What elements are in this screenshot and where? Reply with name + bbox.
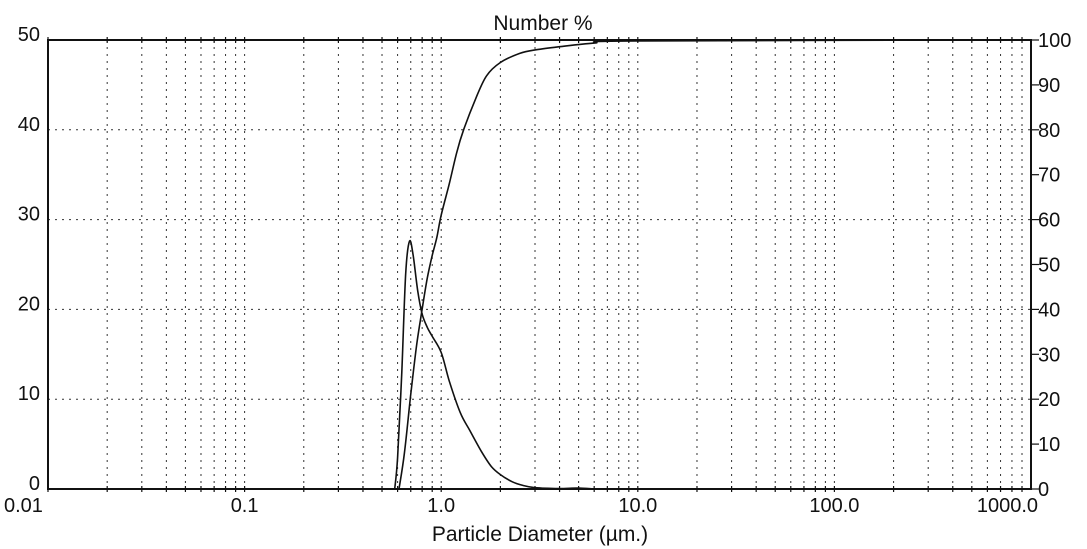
cumulative-curve	[398, 39, 1032, 490]
tick-marks	[47, 37, 1039, 492]
y-left-tick-label: 40	[18, 114, 40, 136]
grid	[48, 40, 1031, 489]
y-left-tick-label: 30	[18, 204, 40, 226]
y-left-tick-label: 10	[18, 383, 40, 405]
x-tick-label: 10.0	[618, 495, 657, 517]
y-right-tick-label: 30	[1038, 344, 1060, 366]
y-right-tick-label: 70	[1038, 165, 1060, 187]
tick-labels: 0.01 0.1 1.0 10.0 100.0 1000.0010203040500102…	[4, 24, 1071, 517]
y-right-tick-label: 80	[1038, 120, 1060, 142]
x-tick-label: 1.0	[427, 495, 455, 517]
y-right-tick-label: 10	[1038, 434, 1060, 456]
y-right-tick-label: 20	[1038, 389, 1060, 411]
x-axis-title: Particle Diameter (µm.)	[432, 523, 648, 546]
y-right-tick-label: 40	[1038, 299, 1060, 321]
y-left-tick-label: 50	[18, 24, 40, 46]
x-tick-label: 100.0	[809, 495, 859, 517]
y-right-tick-label: 50	[1038, 255, 1060, 277]
x-tick-label: 0.1	[231, 495, 259, 517]
y-left-tick-label: 0	[29, 473, 40, 495]
y-right-tick-label: 0	[1038, 479, 1049, 501]
y-right-tick-label: 90	[1038, 75, 1060, 97]
y-right-tick-label: 100	[1038, 30, 1071, 52]
y-left-tick-label: 20	[18, 293, 40, 315]
x-tick-label: 1000.0	[977, 495, 1038, 517]
x-tick-label: 0.01	[4, 495, 43, 517]
distribution-curve	[393, 239, 595, 490]
curves	[393, 39, 1032, 490]
chart-title: Number %	[493, 12, 592, 35]
y-right-tick-label: 60	[1038, 210, 1060, 232]
plot-frame	[47, 39, 1032, 490]
